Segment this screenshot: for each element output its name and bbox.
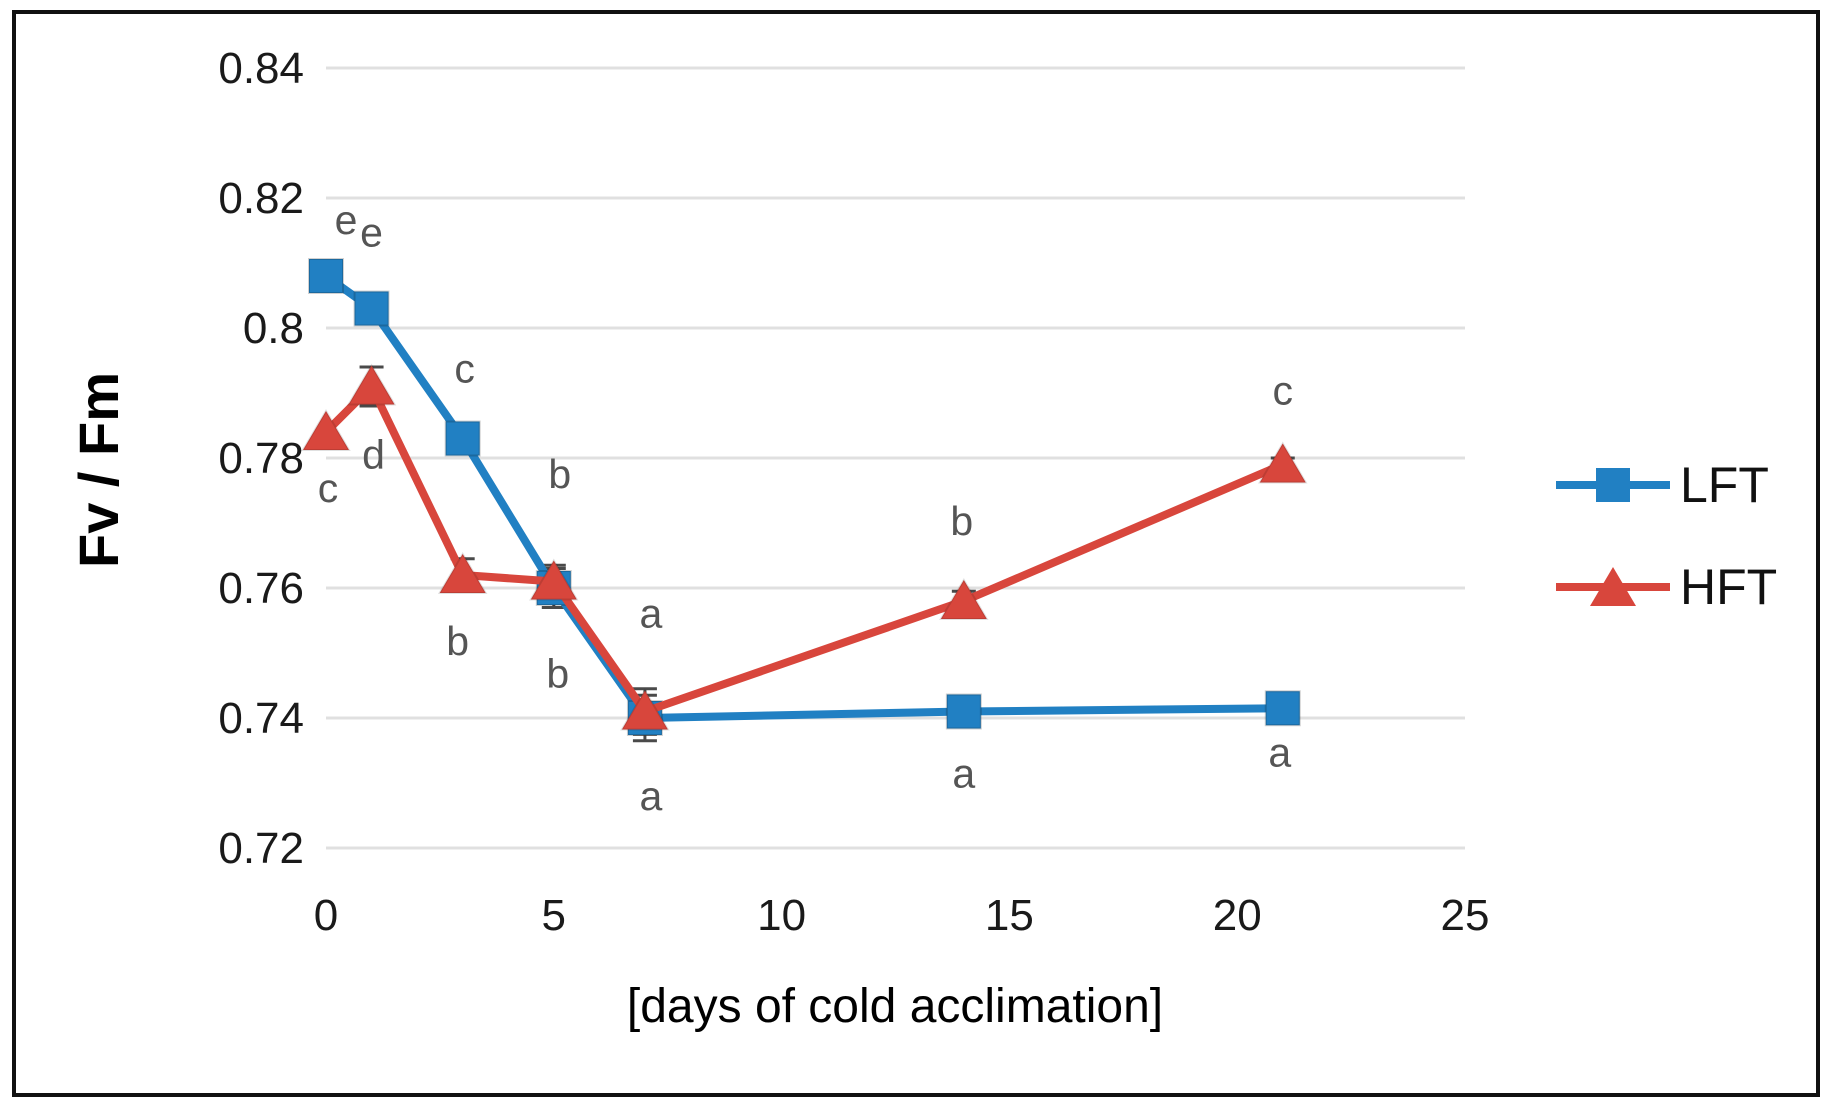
hft-letter: c (1273, 368, 1294, 414)
hft-letter: c (318, 465, 339, 511)
lft-letter: a (640, 773, 663, 819)
x-axis-tick-labels: 0 5 10 15 20 25 (314, 891, 1490, 940)
legend-item-lft: LFT (1552, 452, 1777, 518)
hft-marker-triangle (620, 688, 670, 731)
gridlines (326, 66, 1465, 850)
hft-marker-triangle (346, 363, 397, 406)
legend-item-hft: HFT (1552, 554, 1777, 620)
y-axis-title: Fv / Fm (67, 372, 130, 568)
lft-letter: c (454, 346, 475, 392)
hft-letter: d (362, 432, 385, 478)
legend-label-hft: HFT (1680, 559, 1778, 615)
lft-marker-square (945, 693, 982, 730)
x-tick-label: 5 (542, 891, 566, 940)
hft-letter: a (640, 591, 663, 637)
x-tick-label: 20 (1213, 891, 1262, 940)
y-tick-label: 0.8 (243, 304, 304, 353)
lft-letter: a (952, 751, 975, 797)
hft-series-icon (1556, 567, 1670, 606)
lft-marker-square (308, 258, 344, 294)
lft-series-icon (1556, 468, 1670, 502)
y-tick-label: 0.76 (218, 564, 304, 613)
y-tick-label: 0.82 (218, 174, 304, 223)
x-tick-label: 0 (314, 891, 338, 940)
x-tick-label: 25 (1441, 891, 1490, 940)
lft-letter: e (335, 197, 358, 243)
x-axis-title: [days of cold acclimation] (627, 980, 1163, 1033)
lft-line (322, 272, 1287, 722)
x-tick-label: 10 (757, 891, 806, 940)
hft-letter: b (446, 618, 469, 664)
y-tick-label: 0.74 (218, 694, 304, 743)
series-layer (301, 258, 1308, 736)
hft-letter: b (950, 498, 973, 544)
lft-marker-square (1264, 690, 1301, 727)
hft-marker-triangle (529, 558, 579, 601)
lft-letter: b (548, 451, 571, 497)
y-tick-label: 0.78 (218, 434, 304, 483)
lft-letter: a (1268, 729, 1291, 775)
hft-marker-triangle (301, 409, 351, 451)
hft-marker-triangle (939, 578, 989, 620)
lft-letter: e (360, 210, 383, 256)
y-tick-label: 0.84 (218, 44, 304, 93)
error-bars (359, 365, 1295, 743)
lft-marker-square (353, 290, 390, 327)
y-axis-tick-labels: 0.72 0.74 0.76 0.78 0.8 0.82 0.84 (218, 44, 304, 873)
hft-marker-triangle (1258, 441, 1308, 484)
legend: LFT HFT (1552, 452, 1777, 620)
hft-marker-triangle (437, 552, 488, 594)
lft-marker-square (444, 420, 481, 457)
x-tick-label: 15 (985, 891, 1034, 940)
legend-label-lft: LFT (1680, 457, 1769, 513)
y-tick-label: 0.72 (218, 824, 304, 873)
hft-letter: b (546, 651, 569, 697)
